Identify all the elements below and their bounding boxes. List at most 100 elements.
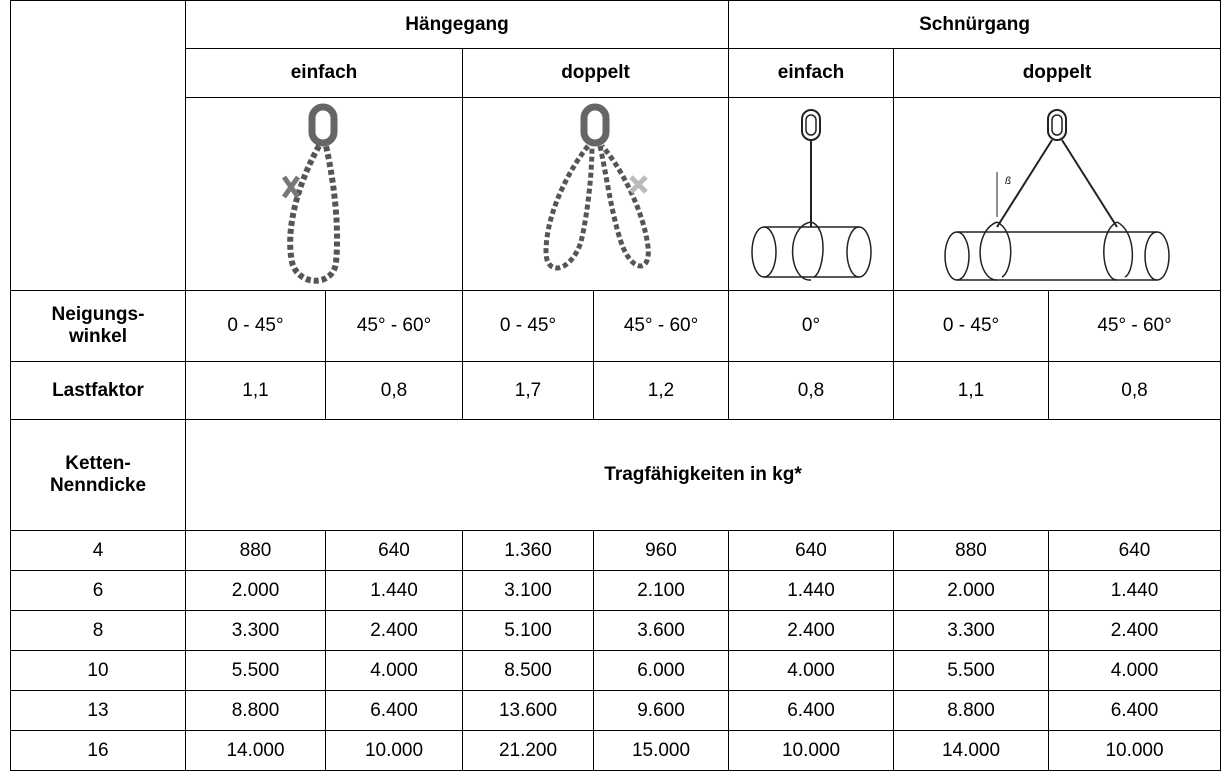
capacity-cell: 1.440 (326, 571, 463, 611)
subgroup-header: doppelt (894, 49, 1221, 98)
load-factor-cell: 1,2 (594, 362, 729, 420)
capacity-cell: 640 (1049, 531, 1221, 571)
load-factor-cell: 0,8 (729, 362, 894, 420)
chain-size-cell: 4 (11, 531, 186, 571)
capacity-cell: 1.440 (1049, 571, 1221, 611)
image-cell (186, 98, 463, 291)
capacity-cell: 4.000 (729, 651, 894, 691)
angle-cell: 45° - 60° (1049, 291, 1221, 362)
capacity-cell: 6.400 (326, 691, 463, 731)
chain-size-cell: 13 (11, 691, 186, 731)
capacity-cell: 4.000 (326, 651, 463, 691)
capacity-cell: 4.000 (1049, 651, 1221, 691)
capacity-cell: 10.000 (326, 731, 463, 771)
capacity-cell: 5.500 (894, 651, 1049, 691)
capacity-cell: 2.400 (1049, 611, 1221, 651)
angle-cell: 0° (729, 291, 894, 362)
capacity-cell: 5.500 (186, 651, 326, 691)
capacity-cell: 1.360 (463, 531, 594, 571)
capacity-cell: 3.600 (594, 611, 729, 651)
subgroup-header: einfach (729, 49, 894, 98)
capacity-cell: 15.000 (594, 731, 729, 771)
capacity-cell: 10.000 (729, 731, 894, 771)
angle-cell: 0 - 45° (186, 291, 326, 362)
label-line: Neigungs- (11, 304, 185, 326)
row-label: Ketten-Nenndicke (11, 420, 186, 531)
group-header: Schnürgang (729, 1, 1221, 49)
angle-cell: 0 - 45° (463, 291, 594, 362)
capacity-cell: 2.000 (894, 571, 1049, 611)
load-factor-cell: 0,8 (1049, 362, 1221, 420)
capacity-cell: 8.500 (463, 651, 594, 691)
capacity-cell: 9.600 (594, 691, 729, 731)
image-row: ß (11, 98, 1221, 291)
double-chain-image (526, 102, 666, 287)
capacity-cell: 14.000 (186, 731, 326, 771)
image-cell (729, 98, 894, 291)
image-cell (463, 98, 729, 291)
load-factor-cell: 1,7 (463, 362, 594, 420)
capacity-cell: 3.100 (463, 571, 594, 611)
capacity-cell: 2.000 (186, 571, 326, 611)
capacity-cell: 6.400 (729, 691, 894, 731)
capacity-cell: 3.300 (186, 611, 326, 651)
capacity-table: Hängegang Schnürgang einfach doppelt ein… (10, 0, 1221, 771)
subgroup-header: einfach (186, 49, 463, 98)
capacity-cell: 21.200 (463, 731, 594, 771)
capacity-cell: 2.100 (594, 571, 729, 611)
row-label: Lastfaktor (11, 362, 186, 420)
page: {"header": {"groups": ["Hängegang", "Sch… (0, 0, 1230, 774)
chain-size-cell: 16 (11, 731, 186, 771)
capacity-cell: 8.800 (186, 691, 326, 731)
capacity-cell: 640 (729, 531, 894, 571)
angle-row: Neigungs-winkel 0 - 45°45° - 60°0 - 45°4… (11, 291, 1221, 362)
capacity-cell: 13.600 (463, 691, 594, 731)
label-line: Ketten- (11, 453, 185, 475)
load-factor-cell: 0,8 (326, 362, 463, 420)
capacity-cell: 10.000 (1049, 731, 1221, 771)
label-line: Nenndicke (11, 475, 185, 497)
chain-size-cell: 8 (11, 611, 186, 651)
capacity-cell: 6.400 (1049, 691, 1221, 731)
capacity-cell: 2.400 (729, 611, 894, 651)
capacity-cell: 3.300 (894, 611, 1049, 651)
angle-cell: 0 - 45° (894, 291, 1049, 362)
empty-cell (11, 1, 186, 291)
angle-cell: 45° - 60° (594, 291, 729, 362)
capacity-title: Tragfähigkeiten in kg* (186, 420, 1221, 531)
capacity-cell: 640 (326, 531, 463, 571)
row-label: Neigungs-winkel (11, 291, 186, 362)
capacity-cell: 2.400 (326, 611, 463, 651)
chain-size-cell: 10 (11, 651, 186, 691)
header-row: Hängegang Schnürgang (11, 1, 1221, 49)
label-line: winkel (11, 326, 185, 348)
capacity-header-row: Ketten-Nenndicke Tragfähigkeiten in kg* (11, 420, 1221, 531)
capacity-cell: 6.000 (594, 651, 729, 691)
single-chain-image (264, 102, 384, 287)
capacity-cell: 1.440 (729, 571, 894, 611)
capacity-cell: 960 (594, 531, 729, 571)
group-header: Hängegang (186, 1, 729, 49)
load-factor-cell: 1,1 (186, 362, 326, 420)
load-factor-cell: 1,1 (894, 362, 1049, 420)
choke-double-image: ß (937, 102, 1177, 287)
chain-size-cell: 6 (11, 571, 186, 611)
capacity-cell: 5.100 (463, 611, 594, 651)
image-cell: ß (894, 98, 1221, 291)
choke-single-image (744, 102, 879, 287)
capacity-cell: 880 (894, 531, 1049, 571)
capacity-cell: 880 (186, 531, 326, 571)
capacity-cell: 8.800 (894, 691, 1049, 731)
capacity-cell: 14.000 (894, 731, 1049, 771)
angle-cell: 45° - 60° (326, 291, 463, 362)
angle-label: ß (1005, 176, 1011, 187)
subheader-row: einfach doppelt einfach doppelt (11, 49, 1221, 98)
subgroup-header: doppelt (463, 49, 729, 98)
